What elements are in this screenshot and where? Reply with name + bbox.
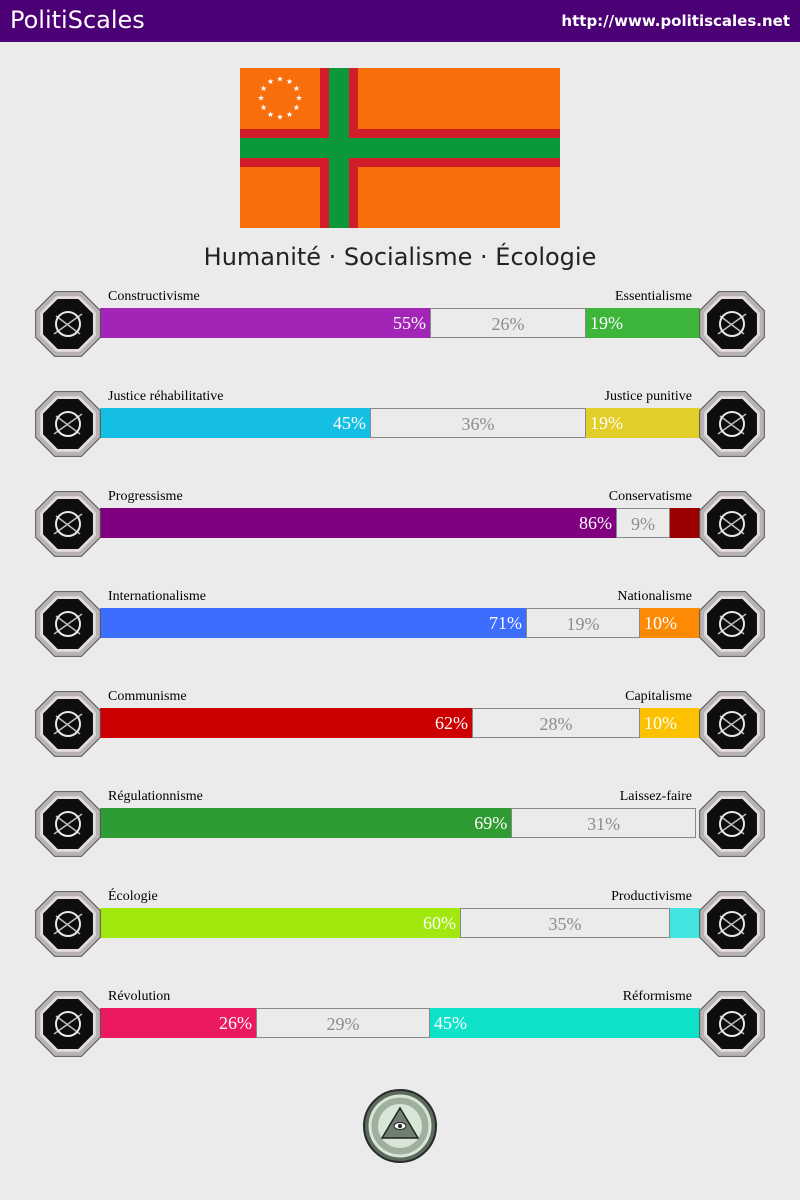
site-url[interactable]: http://www.politiscales.net: [561, 12, 790, 30]
globe-icon: [35, 591, 101, 657]
axis-right-segment: [670, 908, 700, 938]
axis-right-segment: 10%: [640, 708, 700, 738]
axis-bar: 60% 35%: [100, 908, 700, 938]
axis-left-label: Progressisme: [108, 489, 183, 504]
axis-left-segment: 62%: [100, 708, 472, 738]
butterflies-icon: [699, 791, 765, 857]
axis-right-label: Capitalisme: [625, 689, 692, 704]
gear-icon: [699, 891, 765, 957]
flag-star: [267, 111, 274, 118]
handshake-icon: [35, 391, 101, 457]
axis-row: Constructivisme Essentialisme 55% 26% 19%: [0, 288, 800, 388]
site-brand[interactable]: PolitiScales: [10, 6, 145, 34]
axis-row: Progressisme Conservatisme 86% 9%: [0, 488, 800, 588]
axis-right-segment: 10%: [640, 608, 700, 638]
flag-star: [293, 85, 300, 92]
axis-center-segment: 29%: [256, 1008, 430, 1038]
axis-right-segment: [670, 508, 700, 538]
axis-left-segment: 69%: [100, 808, 512, 838]
axis-row: Internationalisme Nationalisme 71% 19% 10%: [0, 588, 800, 688]
axis-row: Justice réhabilitative Justice punitive 45…: [0, 388, 800, 488]
money-bag-icon: [699, 691, 765, 757]
flag-star: [293, 104, 300, 111]
prison-bars-icon: [699, 391, 765, 457]
axis-left-label: Justice réhabilitative: [108, 389, 224, 404]
axis-center-segment: 35%: [460, 908, 670, 938]
axis-right-segment: 19%: [586, 408, 700, 438]
axis-right-segment: 19%: [586, 308, 700, 338]
axis-left-segment: 60%: [100, 908, 460, 938]
axis-right-label: Laissez-faire: [619, 789, 692, 804]
flower-icon: [699, 291, 765, 357]
axis-center-segment: 31%: [511, 808, 696, 838]
axis-left-segment: 45%: [100, 408, 370, 438]
axis-right-segment: 45%: [430, 1008, 700, 1038]
flag-star: [295, 94, 303, 101]
axis-center-segment: 9%: [616, 508, 670, 538]
axis-right-label: Réformisme: [622, 989, 692, 1004]
axis-bar: 86% 9%: [100, 508, 700, 538]
sprout-icon: [35, 891, 101, 957]
hammer-sickle-icon: [35, 691, 101, 757]
axis-bar: 71% 19% 10%: [100, 608, 700, 638]
axis-bar: 26% 29% 45%: [100, 1008, 700, 1038]
axis-left-label: Régulationnisme: [108, 789, 203, 804]
axis-right-label: Justice punitive: [604, 389, 693, 404]
fist-icon: [35, 991, 101, 1057]
flag-star: [276, 75, 284, 82]
axis-left-label: Internationalisme: [108, 589, 206, 604]
eye-icon: [35, 291, 101, 357]
axis-center-segment: 28%: [472, 708, 640, 738]
axis-left-label: Révolution: [108, 989, 171, 1004]
pyramid-eye-seal-icon: [363, 1089, 437, 1163]
ideology-flag: [240, 68, 560, 228]
axis-right-label: Nationalisme: [617, 589, 692, 604]
axis-center-segment: 19%: [526, 608, 640, 638]
quill-icon: [699, 491, 765, 557]
comet-icon: [35, 491, 101, 557]
flag-star: [257, 94, 265, 101]
axis-left-segment: 26%: [100, 1008, 256, 1038]
axis-right-label: Productivisme: [611, 889, 692, 904]
flag-icon: [699, 591, 765, 657]
axis-right-label: Essentialisme: [615, 289, 692, 304]
axis-right-segment: [696, 808, 700, 838]
header-bar: PolitiScales http://www.politiscales.net: [0, 0, 800, 42]
axis-row: Révolution Réformisme 26% 29% 45%: [0, 988, 800, 1088]
axis-left-label: Écologie: [108, 889, 158, 904]
slogan: Humanité · Socialisme · Écologie: [203, 243, 597, 271]
axis-row: Communisme Capitalisme 62% 28% 10%: [0, 688, 800, 788]
ruler-compass-icon: [35, 791, 101, 857]
axis-bar: 55% 26% 19%: [100, 308, 700, 338]
axis-center-segment: 26%: [430, 308, 586, 338]
axis-left-label: Constructivisme: [108, 289, 200, 304]
axis-bar: 69% 31%: [100, 808, 700, 838]
flag-star: [260, 85, 267, 92]
axis-row: Régulationnisme Laissez-faire 69% 31%: [0, 788, 800, 888]
axis-bar: 45% 36% 19%: [100, 408, 700, 438]
axis-left-segment: 55%: [100, 308, 430, 338]
parliament-icon: [699, 991, 765, 1057]
axis-row: Écologie Productivisme 60% 35%: [0, 888, 800, 988]
axis-left-segment: 71%: [100, 608, 526, 638]
axis-bar: 62% 28% 10%: [100, 708, 700, 738]
flag-star: [286, 111, 293, 118]
flag-star: [276, 113, 284, 120]
flag-star: [286, 78, 293, 85]
axis-right-label: Conservatisme: [608, 489, 692, 504]
flag-star: [260, 104, 267, 111]
axis-left-label: Communisme: [108, 689, 187, 704]
axis-left-segment: 86%: [100, 508, 616, 538]
flag-star: [267, 78, 274, 85]
axis-center-segment: 36%: [370, 408, 586, 438]
